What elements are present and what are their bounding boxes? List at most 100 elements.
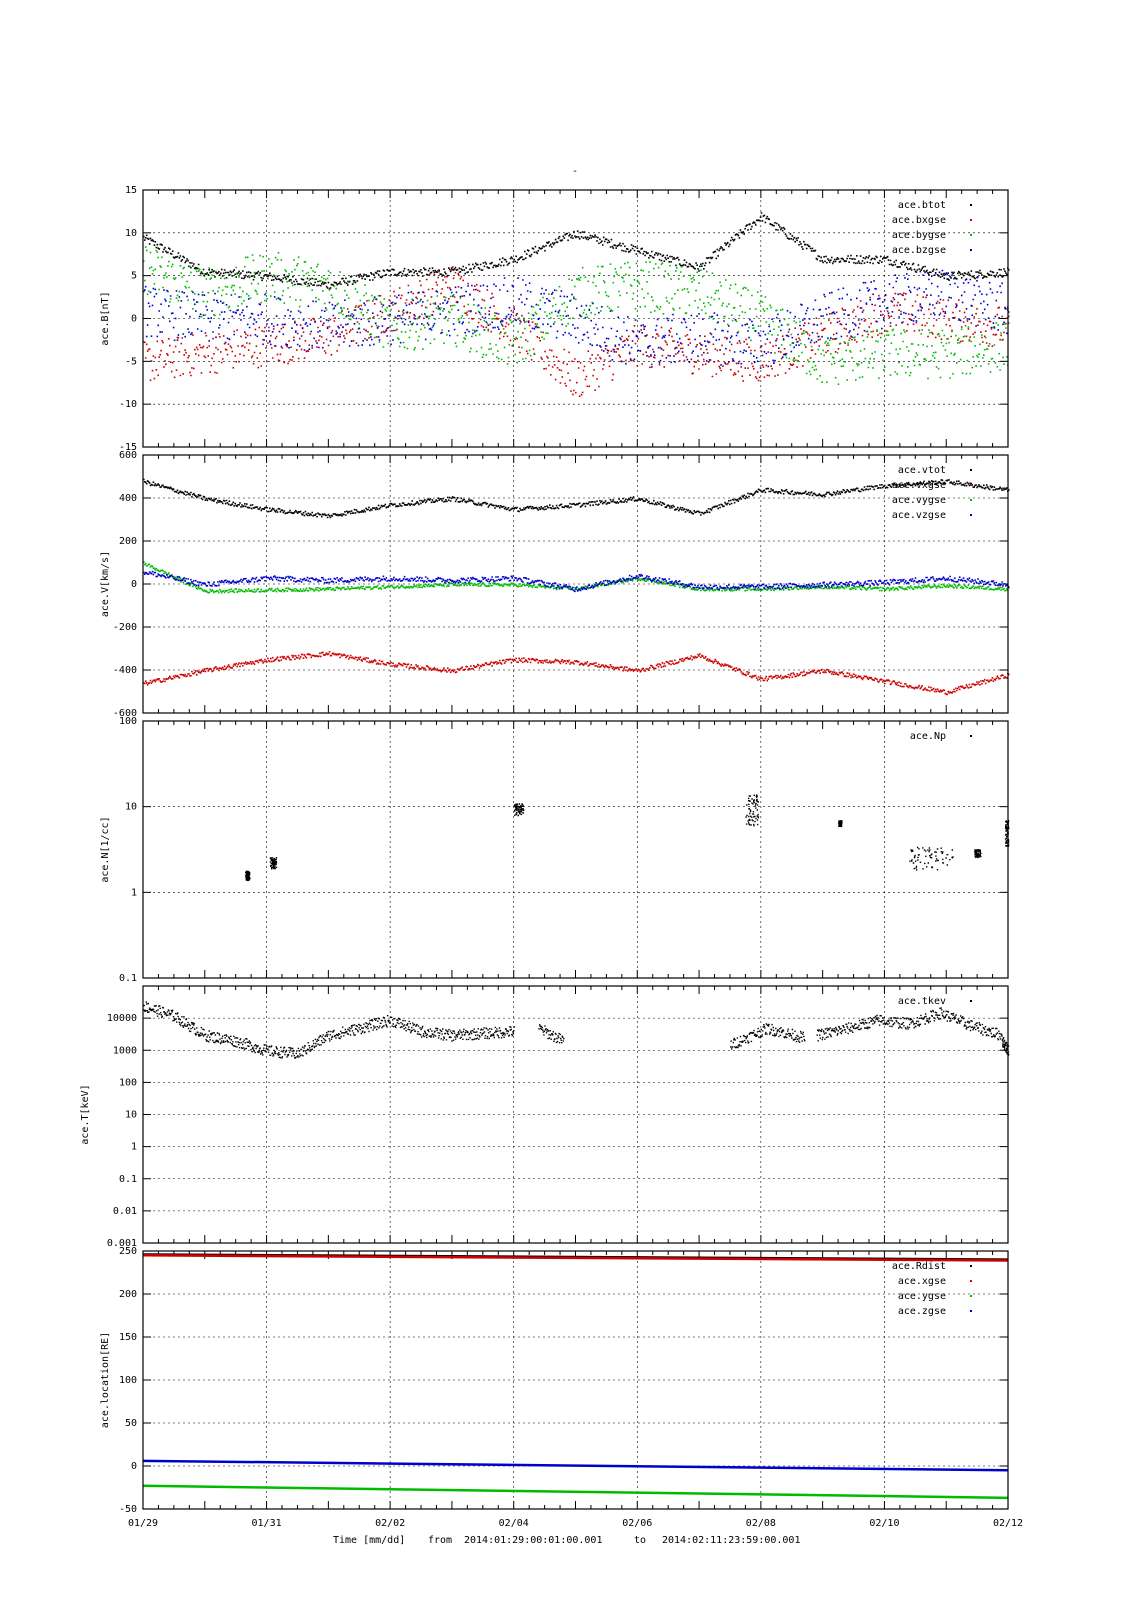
- point-segment: [538, 1024, 565, 1044]
- y-tick-label: 5: [131, 271, 137, 282]
- series-line: [142, 1254, 1009, 1262]
- legend-entry-label: ace.vtot: [898, 465, 946, 476]
- y-tick-label: -10: [119, 399, 137, 410]
- series-points: [143, 246, 1010, 385]
- y-tick-label: 10: [125, 228, 137, 239]
- figure-title: -: [572, 166, 578, 177]
- legend-entry-label: ace.vygse: [892, 495, 946, 506]
- series-ace.xgse: [142, 1254, 1009, 1262]
- panel-4: 0.001 0.01 0.1 1 10 100 1000 10000 ace.T[keV] ace…: [80, 985, 1010, 1249]
- panel-frame: [142, 985, 1009, 1244]
- x-tick-label: 02/12: [993, 1518, 1023, 1529]
- y-tick-label: 10000: [107, 1013, 137, 1024]
- y-tick-label: 200: [119, 536, 137, 547]
- panel-frame: [142, 454, 1009, 714]
- series-line: [142, 1459, 1009, 1472]
- point-segment: [730, 1023, 806, 1050]
- legend: ace.vtot ace.vxgse ace.vygse ace.vzgse: [892, 465, 972, 521]
- point-cluster: [513, 803, 525, 817]
- y-tick-label: 10: [125, 1110, 137, 1121]
- panel-data: [143, 212, 1010, 397]
- legend-entry-label: ace.zgse: [898, 1306, 946, 1317]
- y-tick-label: -5: [125, 356, 137, 367]
- x-tick-label: 01/31: [252, 1518, 282, 1529]
- series-points: [143, 266, 1010, 397]
- legend-entry-label: ace.Np: [910, 731, 946, 742]
- y-tick-label: -15: [119, 442, 137, 453]
- legend-entry-label: ace.xgse: [898, 1276, 946, 1287]
- legend: ace.Np: [910, 731, 972, 742]
- y-tick-label: 0: [131, 1461, 137, 1472]
- series-ace.ygse: [142, 1484, 1009, 1500]
- legend-marker: [970, 735, 972, 737]
- x-tick-label: 01/29: [128, 1518, 158, 1529]
- x-tick-label: 02/10: [869, 1518, 899, 1529]
- legend: ace.btot ace.bxgse ace.bygse ace.bzgse: [892, 200, 972, 256]
- y-tick-label: 0.01: [113, 1206, 137, 1217]
- y-axis-label: ace.B[nT]: [100, 291, 111, 345]
- legend: ace.tkev: [898, 996, 972, 1007]
- series-ace.tkev: [143, 1001, 1010, 1059]
- panel-1: -15 -10 -5 0 5 10 15 ace.B[nT] ace.btot ace.bxgse…: [100, 185, 1010, 453]
- series-ace.vxgse: [143, 651, 1010, 696]
- series-ace.Np: [245, 794, 1010, 882]
- legend-entry-label: ace.bxgse: [892, 215, 946, 226]
- series-ace.vygse: [143, 561, 1010, 594]
- y-tick-label: 600: [119, 450, 137, 461]
- range-end: 2014:02:11:23:59:00.001: [662, 1535, 800, 1546]
- range-to-label: to: [634, 1535, 646, 1546]
- legend-marker: [970, 1000, 972, 1002]
- point-cluster: [745, 794, 759, 827]
- y-tick-label: 15: [125, 185, 137, 196]
- legend-marker: [970, 484, 972, 486]
- y-tick-label: 100: [119, 1375, 137, 1386]
- panels-container: -15-10-5051015ace.B[nT]ace.btotace.bxgse…: [80, 185, 1010, 1515]
- y-tick-label: 250: [119, 1246, 137, 1257]
- y-tick-label: 100: [119, 1077, 137, 1088]
- legend-marker: [970, 249, 972, 251]
- legend: ace.Rdist ace.xgse ace.ygse ace.zgse: [892, 1261, 972, 1317]
- series-line: [142, 1484, 1009, 1500]
- y-tick-label: 200: [119, 1289, 137, 1300]
- legend-marker: [970, 514, 972, 516]
- x-tick-label: 02/02: [375, 1518, 405, 1529]
- y-axis-label: ace.N[1/cc]: [100, 816, 111, 882]
- x-tick-label: 02/08: [746, 1518, 776, 1529]
- y-tick-label: -600: [113, 708, 137, 719]
- legend-entry-label: ace.Rdist: [892, 1261, 946, 1272]
- point-cluster: [838, 820, 843, 828]
- point-segment: [1001, 1037, 1010, 1057]
- point-cluster: [974, 849, 982, 859]
- series-ace.zgse: [142, 1459, 1009, 1472]
- legend-entry-label: ace.btot: [898, 200, 946, 211]
- point-cluster: [245, 870, 251, 882]
- series-points: [143, 212, 1010, 290]
- legend-marker: [970, 1310, 972, 1312]
- legend-marker: [970, 234, 972, 236]
- panel-frame: [142, 720, 1009, 979]
- series-ace.bygse: [143, 246, 1010, 385]
- legend-entry-label: ace.bygse: [892, 230, 946, 241]
- panel-frame: [142, 1250, 1009, 1510]
- panel-5: -50 0 50 100 150 200 250 ace.location[RE] ace.Rd…: [100, 1246, 1009, 1515]
- y-tick-label: 0.1: [119, 1174, 137, 1185]
- legend-entry-label: ace.bzgse: [892, 245, 946, 256]
- legend-marker: [970, 499, 972, 501]
- x-tick-label: 02/06: [622, 1518, 652, 1529]
- y-axis-label: ace.V[km/s]: [100, 551, 111, 617]
- legend-entry-label: ace.tkev: [898, 996, 946, 1007]
- legend-marker: [970, 469, 972, 471]
- y-tick-label: -50: [119, 1504, 137, 1515]
- y-tick-label: 50: [125, 1418, 137, 1429]
- panel-data: [143, 478, 1010, 696]
- y-tick-label: 1: [131, 887, 137, 898]
- point-segment: [143, 1001, 516, 1059]
- point-cluster: [1004, 820, 1010, 848]
- panel-3: 0.1 1 10 100 ace.N[1/cc] ace.Np: [100, 716, 1010, 984]
- y-tick-label: -400: [113, 665, 137, 676]
- panel-frame: [142, 189, 1009, 448]
- panel-data: [142, 1253, 1009, 1500]
- point-cluster: [269, 857, 278, 870]
- y-tick-label: 400: [119, 493, 137, 504]
